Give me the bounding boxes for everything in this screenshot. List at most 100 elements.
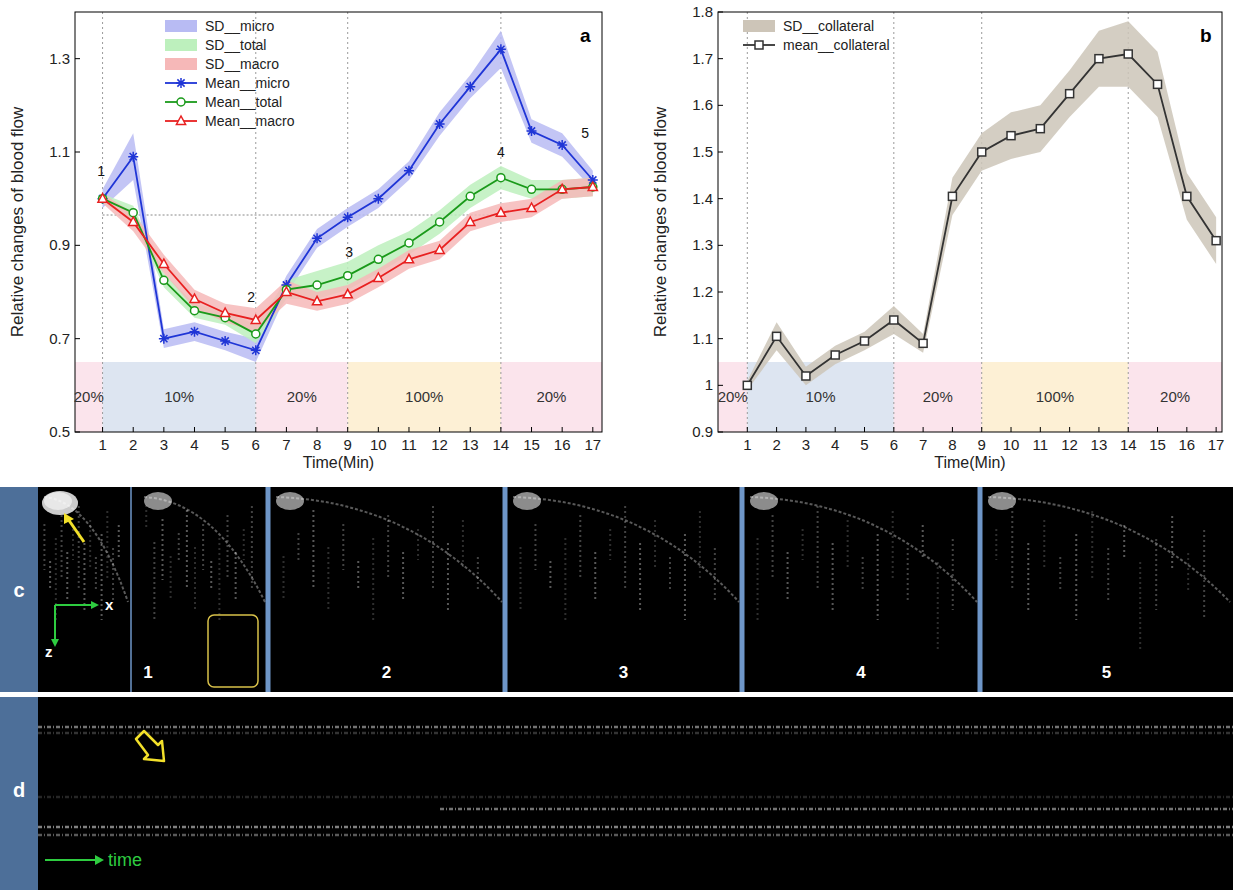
legend-marker [755,41,763,49]
vessel-streak [402,552,404,600]
vessel-streak [101,534,103,620]
x-tick [500,427,501,432]
time-label: time [108,850,142,870]
marker [251,345,261,355]
x-tick-label: 5 [221,436,229,453]
marker [1183,192,1191,200]
marker [558,184,567,193]
x-tick [592,427,593,432]
annotation: 4 [497,144,505,160]
x-tick-label: 4 [831,436,839,453]
vessel-streak [564,538,566,620]
marker [557,140,567,150]
y-tick [75,245,80,246]
vessel-streak [1203,530,1205,620]
y-tick [75,152,80,153]
panel-letter: a [580,25,591,46]
phase-band [1128,362,1222,432]
vessel-streak [922,525,924,560]
bright-spot [144,492,172,510]
y-tick-label: 1.8 [692,3,713,20]
vessel-streak [432,506,434,590]
x-tick-label: 1 [743,436,751,453]
x-tick-label: 13 [1091,436,1108,453]
x-tick-label: 4 [190,436,198,453]
marker [159,334,169,344]
figure: 12345678910111213141516170.50.70.91.11.3… [0,0,1233,894]
plot-area [718,12,1222,432]
x-tick-label: 2 [772,436,780,453]
mean-line [103,178,593,334]
vessel-streak [669,557,671,590]
frame-separator [978,487,983,692]
x-tick [893,427,894,432]
vessel-streak [995,529,997,560]
marker [528,185,536,193]
annotation: 3 [345,244,353,260]
vessel-streak [549,561,551,590]
x-tick-label: 9 [344,436,352,453]
x-tick-label: 6 [252,436,260,453]
vessel-streak [714,548,716,600]
axis-arrow-head [91,601,99,609]
x-tick-label: 7 [919,436,927,453]
bright-spot [513,492,541,510]
marker [1212,237,1220,245]
x-tick [1069,427,1070,432]
plot-area [75,12,602,432]
legend-label: Mean__macro [205,113,295,129]
axis-arrow [54,605,56,641]
phase-label: 20% [74,388,104,405]
x-tick [531,427,532,432]
marker [312,233,322,243]
x-axis-title: Time(Min) [934,454,1005,471]
x-tick [1098,427,1099,432]
x-tick [1186,427,1187,432]
x-tick [1157,427,1158,432]
x-axis-title: Time(Min) [303,454,374,471]
time-arrow-head [95,855,104,865]
marker [189,327,199,337]
frame-divider [130,487,132,692]
y-tick [718,105,723,106]
x-tick-label: 10 [1003,436,1020,453]
vessel-streak [847,520,849,570]
x-tick-label: 11 [401,436,417,453]
x-tick [776,427,777,432]
panel-letter: c [13,579,24,601]
vessel-streak [937,562,939,650]
marker [1154,80,1162,88]
flow-streak [38,732,1233,735]
marker [190,307,198,315]
y-tick-label: 1.1 [692,330,713,347]
x-tick [1011,427,1012,432]
vessel-streak [283,556,285,600]
vessel-streak [72,529,74,560]
vessel-streak [654,520,656,570]
image-panel-d [0,697,1233,890]
marker [343,212,353,222]
mean-line [103,49,593,350]
vessel-streak [202,524,204,570]
x-tick-label: 15 [1149,436,1166,453]
vessel-streak [251,506,253,590]
marker [435,245,444,254]
vessel-streak [1123,525,1125,560]
vessel-streak [892,511,894,580]
phase-label: 10% [806,388,836,405]
sd-band [103,166,593,343]
phase-divider [981,12,982,432]
vessel-streak [1059,557,1061,590]
marker [373,194,383,204]
phase-divider [747,12,748,432]
y-tick [718,292,723,293]
y-axis-title: Relative changes of blood flow [8,106,27,337]
tissue-surface [513,497,739,602]
x-tick [981,427,982,432]
marker [159,259,168,268]
x-tick [408,427,409,432]
y-tick [75,432,80,433]
x-tick [378,427,379,432]
x-tick-label: 14 [493,436,510,453]
marker [978,148,986,156]
